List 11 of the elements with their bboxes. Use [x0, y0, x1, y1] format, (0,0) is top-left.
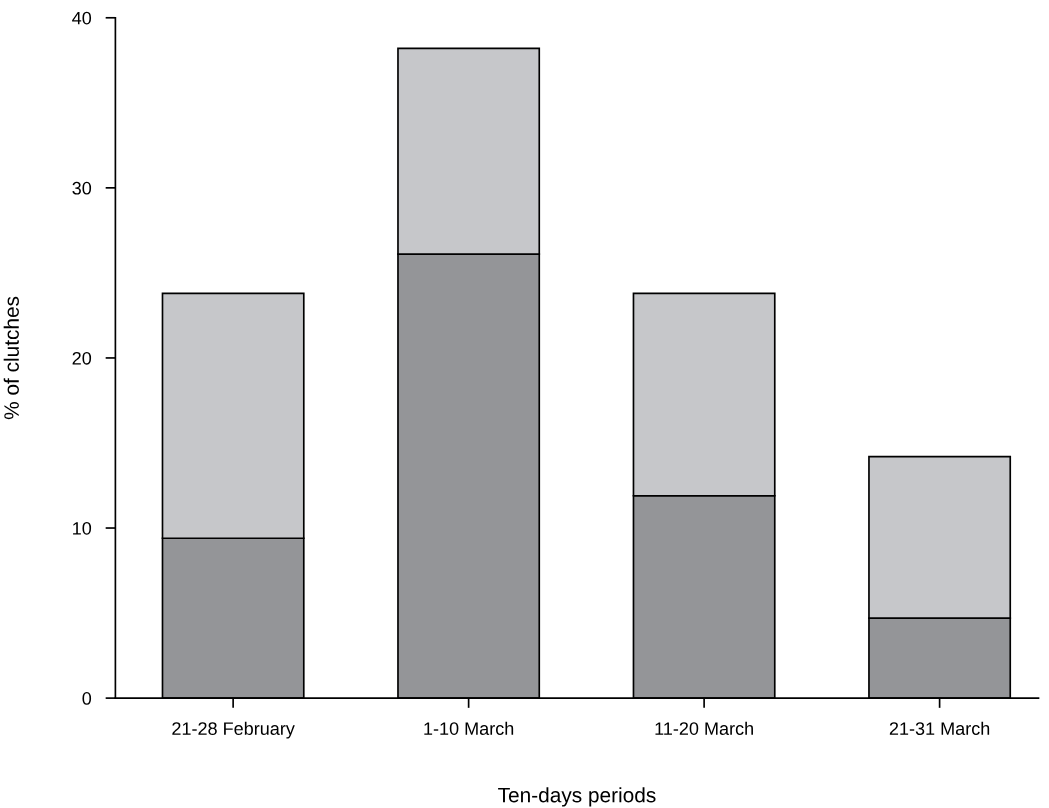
y-tick-label: 40	[72, 11, 92, 25]
y-tick-label: 0	[82, 692, 92, 705]
y-axis-title: % of clutches	[3, 296, 19, 420]
x-tick-label: 1-10 March	[424, 721, 514, 735]
y-tick-label: 20	[72, 351, 92, 365]
x-axis-title: Ten-days periods	[498, 787, 656, 807]
y-tick-label: 30	[72, 181, 92, 195]
y-tick-label: 10	[73, 521, 92, 535]
x-tick-label: 21-28 February	[172, 721, 295, 739]
x-tick-label: 21-31 March	[889, 721, 990, 735]
x-tick-label: 11-20 March	[655, 721, 753, 735]
